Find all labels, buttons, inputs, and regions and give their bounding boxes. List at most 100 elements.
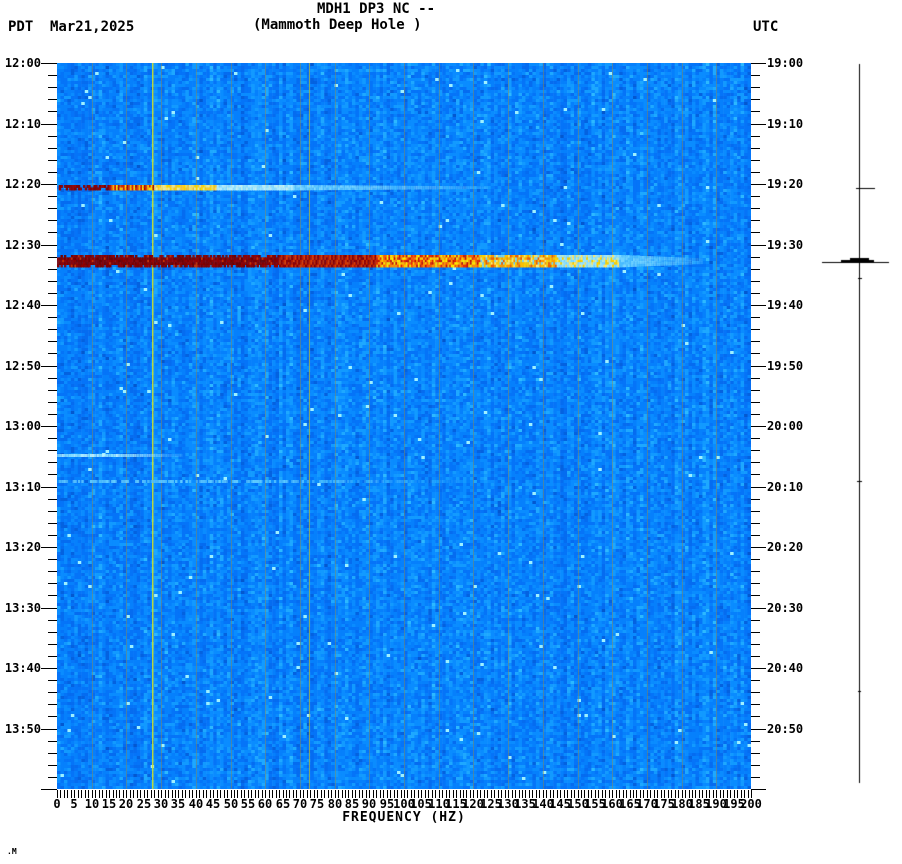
- left-minor-tick: [48, 704, 57, 705]
- left-minor-tick: [48, 753, 57, 754]
- freq-tick: [373, 790, 374, 798]
- freq-tick: [99, 790, 100, 798]
- freq-tick: [737, 790, 738, 798]
- time-label-right: 19:20: [767, 177, 804, 191]
- freq-tick: [515, 790, 516, 798]
- freq-tick: [633, 790, 634, 798]
- freq-tick: [185, 790, 186, 798]
- freq-tick: [355, 790, 356, 798]
- freq-tick: [196, 790, 197, 798]
- freq-tick: [272, 790, 273, 798]
- freq-tick: [741, 790, 742, 798]
- freq-tick: [109, 790, 110, 798]
- freq-label: 45: [205, 797, 221, 811]
- freq-tick: [376, 790, 377, 798]
- time-label-left: 12:00: [4, 56, 41, 70]
- freq-tick: [605, 790, 606, 798]
- freq-tick: [307, 790, 308, 798]
- freq-label: 185: [688, 797, 710, 811]
- freq-tick: [567, 790, 568, 798]
- freq-tick: [206, 790, 207, 798]
- freq-tick: [720, 790, 721, 798]
- right-minor-tick: [751, 99, 760, 100]
- freq-label: 80: [327, 797, 343, 811]
- freq-label: 175: [653, 797, 675, 811]
- freq-tick: [546, 790, 547, 798]
- freq-tick: [460, 790, 461, 798]
- freq-label: 5: [70, 797, 78, 811]
- spectrogram-canvas: [57, 63, 751, 789]
- freq-tick: [126, 790, 127, 798]
- freq-tick: [522, 790, 523, 798]
- freq-tick: [564, 790, 565, 798]
- freq-tick: [265, 790, 266, 798]
- freq-tick: [744, 790, 745, 798]
- left-minor-tick: [48, 523, 57, 524]
- freq-tick: [102, 790, 103, 798]
- freq-tick: [366, 790, 367, 798]
- left-major-tick: [41, 789, 57, 790]
- freq-tick: [435, 790, 436, 798]
- right-minor-tick: [751, 414, 760, 415]
- freq-tick: [699, 790, 700, 798]
- left-minor-tick: [48, 583, 57, 584]
- freq-tick: [571, 790, 572, 798]
- freq-tick: [78, 790, 79, 798]
- right-minor-tick: [751, 196, 760, 197]
- freq-tick: [144, 790, 145, 798]
- freq-tick: [314, 790, 315, 798]
- freq-tick: [463, 790, 464, 798]
- freq-label: 190: [705, 797, 727, 811]
- right-minor-tick: [751, 293, 760, 294]
- freq-tick: [498, 790, 499, 798]
- freq-label: 55: [240, 797, 256, 811]
- freq-tick: [81, 790, 82, 798]
- right-minor-tick: [751, 75, 760, 76]
- freq-tick: [713, 790, 714, 798]
- freq-tick: [664, 790, 665, 798]
- time-label-left: 12:30: [4, 238, 41, 252]
- freq-tick: [512, 790, 513, 798]
- freq-tick: [192, 790, 193, 798]
- right-minor-tick: [751, 777, 760, 778]
- freq-tick: [484, 790, 485, 798]
- right-minor-tick: [751, 632, 760, 633]
- freq-tick: [702, 790, 703, 798]
- left-minor-tick: [48, 777, 57, 778]
- freq-tick: [473, 790, 474, 798]
- left-minor-tick: [48, 765, 57, 766]
- right-major-tick: [751, 245, 766, 246]
- right-minor-tick: [751, 257, 760, 258]
- freq-tick: [251, 790, 252, 798]
- freq-label: 150: [567, 797, 589, 811]
- left-minor-tick: [48, 329, 57, 330]
- right-minor-tick: [751, 438, 760, 439]
- left-minor-tick: [48, 450, 57, 451]
- freq-tick: [449, 790, 450, 798]
- left-major-tick: [41, 184, 57, 185]
- freq-tick: [172, 790, 173, 798]
- freq-tick: [671, 790, 672, 798]
- freq-tick: [609, 790, 610, 798]
- freq-label: 90: [361, 797, 377, 811]
- freq-tick: [723, 790, 724, 798]
- freq-tick: [394, 790, 395, 798]
- freq-tick: [237, 790, 238, 798]
- freq-label: 25: [136, 797, 152, 811]
- freq-tick: [578, 790, 579, 798]
- freq-tick: [584, 790, 585, 798]
- right-major-tick: [751, 426, 766, 427]
- freq-tick: [220, 790, 221, 798]
- freq-label: 165: [619, 797, 641, 811]
- freq-tick: [619, 790, 620, 798]
- freq-tick: [199, 790, 200, 798]
- freq-tick: [331, 790, 332, 798]
- right-minor-tick: [751, 535, 760, 536]
- right-minor-tick: [751, 583, 760, 584]
- freq-tick: [730, 790, 731, 798]
- left-major-tick: [41, 608, 57, 609]
- freq-tick: [165, 790, 166, 798]
- freq-tick: [494, 790, 495, 798]
- freq-label: 95: [379, 797, 395, 811]
- left-minor-tick: [48, 692, 57, 693]
